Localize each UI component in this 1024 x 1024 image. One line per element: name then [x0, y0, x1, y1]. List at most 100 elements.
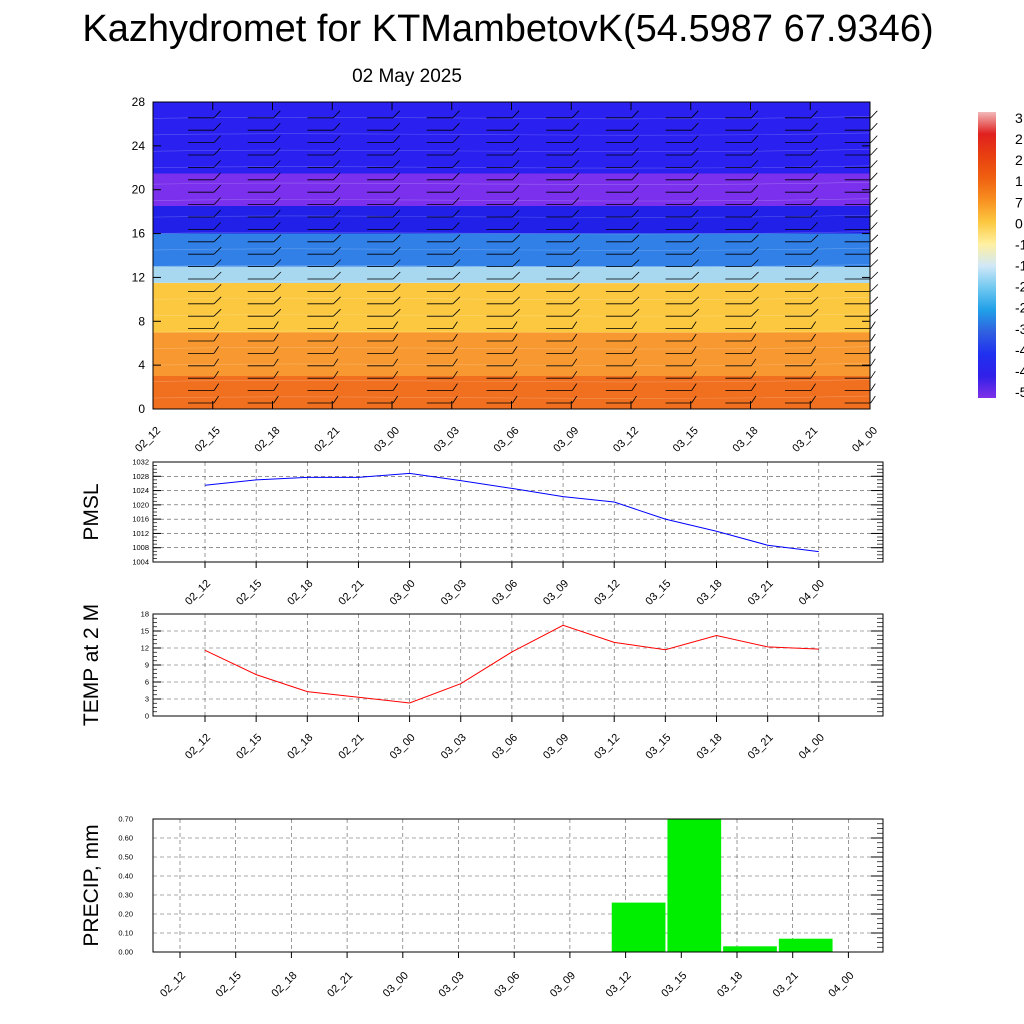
wind-barb-flag [333, 346, 339, 354]
wind-barb-flag [512, 383, 518, 391]
x-tick-label: 03_06 [490, 732, 520, 762]
y-tick-label: 1032 [132, 458, 149, 467]
colorbar: 3 2 2 1 7 0 -1 -1 -2 -2 -3 -4 -4 -5 [978, 110, 1024, 400]
wind-barb-flag [810, 122, 818, 131]
contour-line [152, 198, 871, 202]
wind-barb-flag [392, 296, 401, 305]
wind-barb-flag [810, 370, 816, 379]
wind-barb-flag [631, 110, 639, 119]
wind-barb-flag [452, 370, 458, 379]
wind-barb-flag [392, 135, 400, 143]
x-tick-label: 02_21 [336, 732, 366, 762]
contour-line [152, 214, 871, 218]
wind-barb-flag [870, 172, 878, 181]
wind-barb-flag [452, 209, 460, 218]
wind-barb-flag [213, 358, 219, 367]
wind-barb-flag [333, 333, 339, 342]
wind-barb-flag [512, 284, 520, 292]
colorbar-label: 3 [1015, 110, 1023, 126]
x-tick-label: 03_00 [388, 732, 418, 762]
wind-barb-flag [691, 395, 697, 404]
wind-barb-flag [870, 246, 879, 255]
x-tick-label: 03_21 [790, 425, 820, 455]
wind-barb-flag [810, 172, 818, 181]
series-line [204, 472, 819, 553]
x-tick-label: 03_12 [604, 970, 634, 1000]
wind-barb-flag [512, 172, 520, 181]
wind-barb-flag [810, 358, 816, 367]
chart-subtitle: 02 May 2025 [352, 66, 462, 87]
wind-barb-flag [750, 358, 757, 367]
x-tick-label: 03_15 [659, 970, 689, 1000]
wind-barb-flag [452, 234, 461, 243]
wind-barb-flag [751, 147, 759, 156]
x-tick-label: 03_03 [437, 970, 467, 1000]
wind-barb-flag [750, 333, 757, 342]
wind-barb-flag [213, 110, 221, 119]
wind-barb-flag [392, 122, 400, 131]
wind-barb-flag [213, 147, 221, 156]
wind-barb-flag [213, 383, 219, 391]
wind-barb-flag [810, 383, 816, 391]
contour-line [152, 395, 871, 399]
wind-barb-flag [870, 209, 878, 218]
wind-barb-flag [571, 284, 580, 292]
wind-barb-flag [571, 395, 578, 404]
wind-barb-flag [691, 122, 699, 131]
wind-barb-flag [631, 160, 639, 168]
wind-barb-flag [273, 197, 281, 205]
x-tick-label: 03_12 [592, 732, 622, 762]
wind-barb-flag [333, 122, 341, 131]
wind-barb-flag [631, 172, 639, 181]
wind-barb-flag [870, 284, 879, 292]
wind-barb-flag [571, 321, 578, 329]
wind-barb-flag [631, 222, 639, 230]
wind-barb-flag [392, 197, 400, 205]
wind-barb-flag [392, 395, 399, 404]
wind-barb-flag [392, 383, 399, 391]
wind-barb-flag [333, 383, 339, 391]
wind-barb-flag [571, 246, 580, 255]
wind-barb-flag [810, 284, 819, 292]
wind-barb-flag [571, 308, 580, 317]
wind-barb-flag [751, 135, 759, 143]
wind-barb-flag [392, 147, 400, 156]
wind-barb-flag [691, 234, 700, 243]
wind-barb-flag [631, 296, 640, 305]
wind-barb-flag [452, 308, 461, 317]
wind-barb-flag [392, 370, 399, 379]
y-tick-label: 0.60 [118, 834, 133, 843]
x-tick-label: 03_09 [541, 578, 571, 608]
precip-bar [778, 938, 833, 952]
x-tick-label: 03_09 [541, 732, 571, 762]
wind-barb-flag [213, 209, 221, 218]
wind-barb-flag [870, 321, 876, 329]
y-tick-label: 6 [145, 678, 149, 687]
wind-barb-flag [273, 358, 279, 367]
colorbar-label: 2 [1015, 131, 1023, 147]
contour-line [152, 297, 871, 300]
wind-barb-flag [273, 147, 281, 156]
wind-barb-flag [751, 122, 759, 131]
wind-barb-flag [870, 135, 878, 143]
wind-barb-flag [870, 147, 878, 156]
colorbar-label: 2 [1015, 152, 1023, 168]
wind-barb-flag [392, 308, 401, 317]
colorbar-label: -5 [1015, 384, 1024, 400]
wind-barb-flag [273, 321, 279, 329]
wind-barb-flag [273, 246, 282, 255]
wind-barb-flag [512, 370, 518, 379]
wind-barb-flag [333, 209, 341, 218]
wind-barb-flag [512, 395, 518, 404]
precip-panel: 0.00 0.10 0.20 0.30 0.40 0.50 0.60 0.70 02_12 02_… [80, 815, 884, 1000]
wind-barb-flag [392, 333, 399, 342]
wind-barb-flag [870, 358, 876, 367]
wind-barb-flag [751, 197, 759, 205]
x-tick-label: 03_03 [439, 732, 469, 762]
y-tick-label: 0.30 [118, 891, 133, 900]
wind-barb-flag [273, 209, 281, 218]
wind-barb-flag [333, 184, 341, 193]
contour-line [152, 346, 871, 350]
colorbar-label: -1 [1015, 236, 1024, 252]
wind-barb-flag [691, 110, 699, 119]
